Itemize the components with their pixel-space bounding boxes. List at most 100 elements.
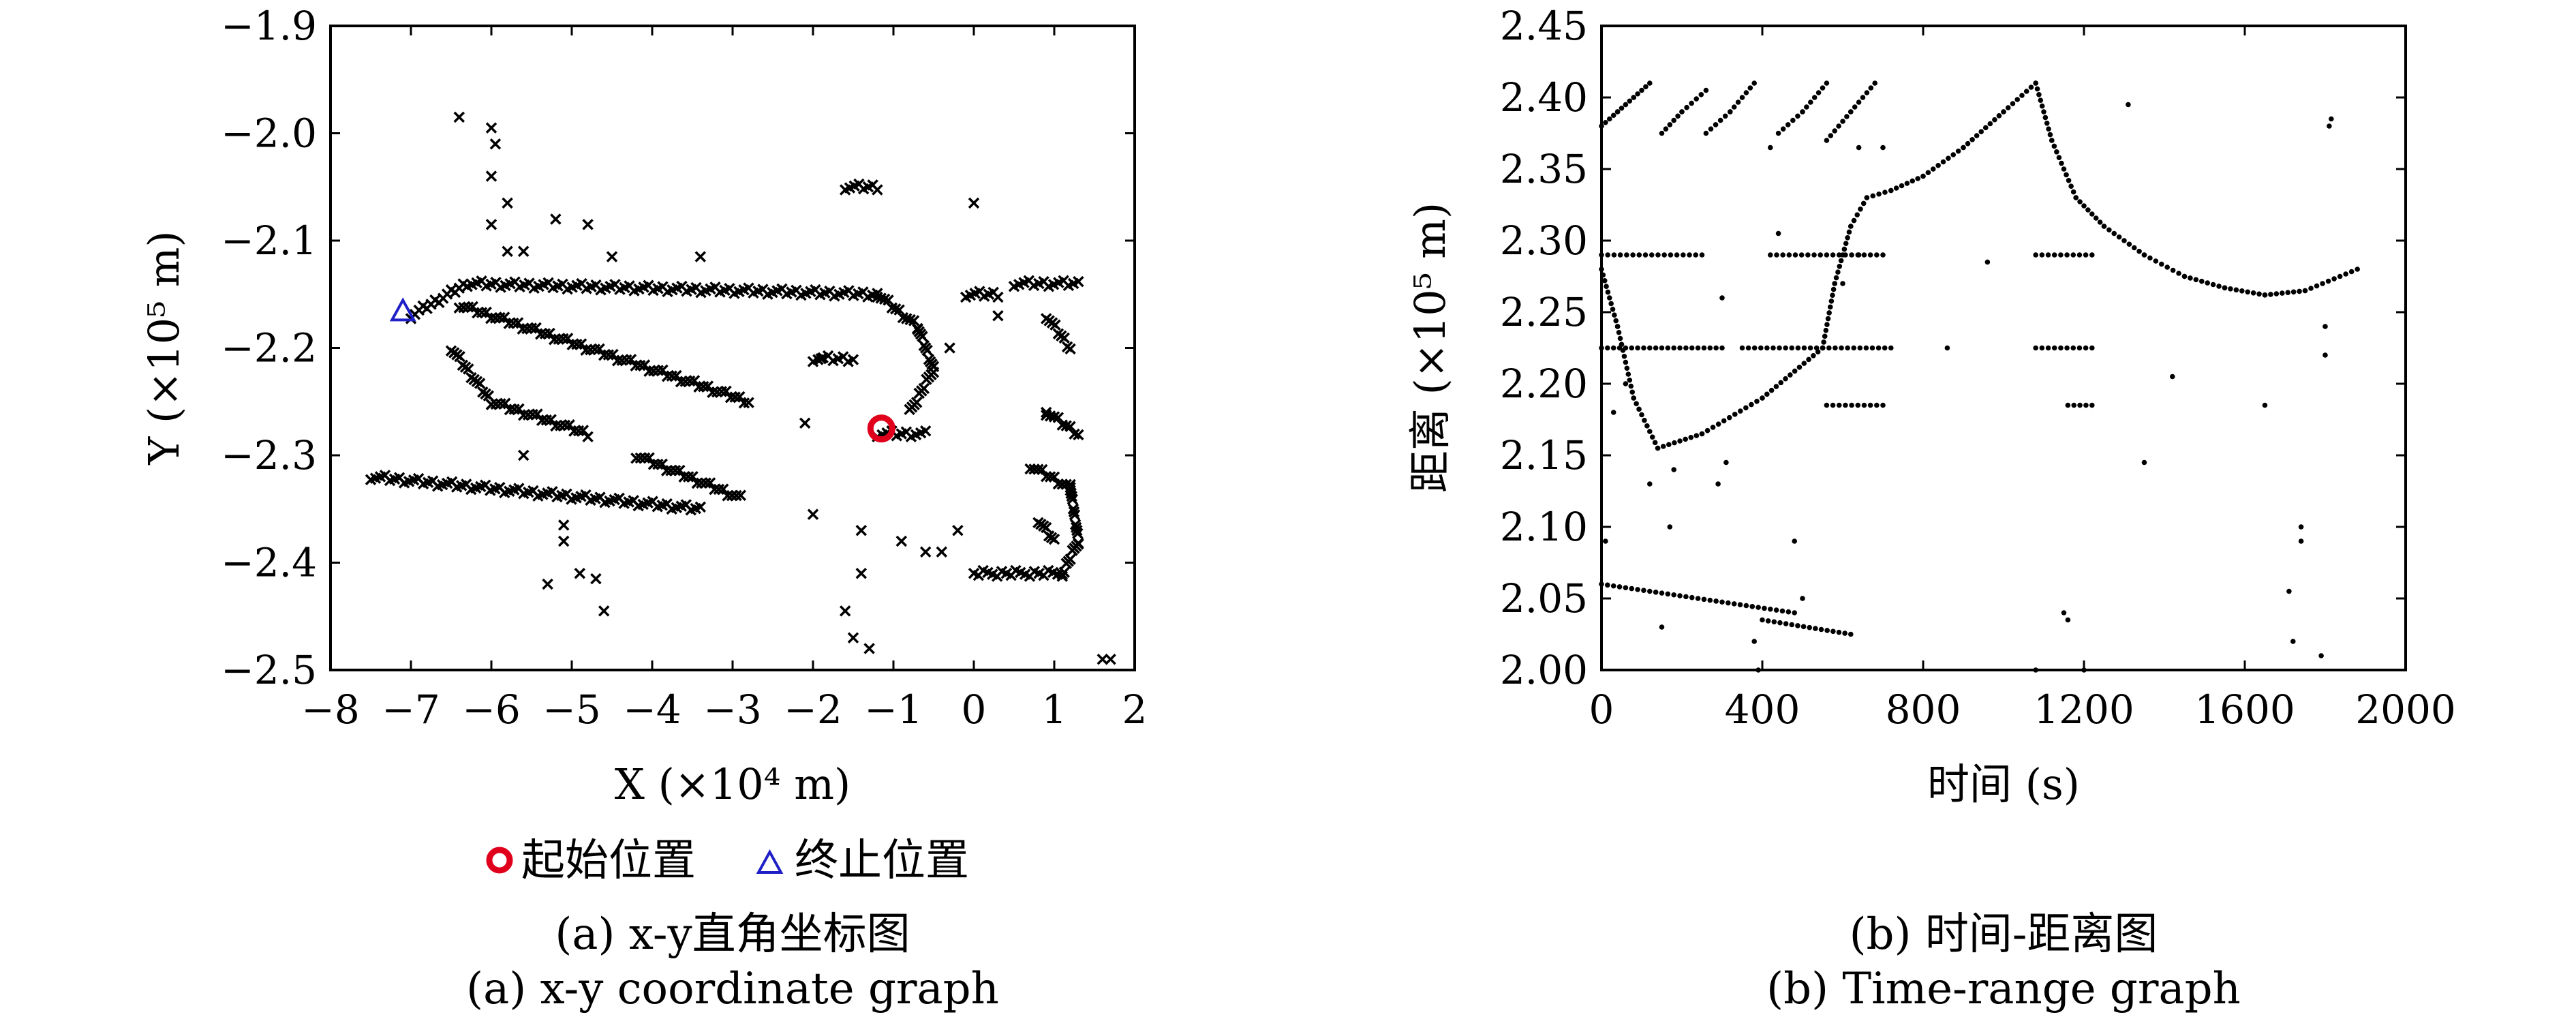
panel-a-point bbox=[1040, 406, 1052, 419]
panel-b-point bbox=[1848, 631, 1854, 637]
panel-b-point bbox=[1605, 345, 1610, 351]
panel-b-point bbox=[2093, 215, 2099, 221]
panel-b-point bbox=[1838, 258, 1844, 264]
panel-b-point bbox=[1599, 123, 1604, 129]
panel-a-point bbox=[968, 197, 980, 209]
panel-b-point bbox=[1634, 401, 1639, 406]
panel-b-point bbox=[1811, 252, 1817, 258]
panel-a-point bbox=[713, 483, 725, 496]
panel-b-point bbox=[2023, 89, 2029, 94]
panel-b-point bbox=[1647, 429, 1653, 434]
panel-b-point bbox=[1815, 90, 1822, 95]
panel-b-point bbox=[1621, 353, 1627, 359]
panel-b-point bbox=[1647, 345, 1653, 351]
panel-b-point bbox=[1605, 582, 1610, 588]
panel-b-point bbox=[1792, 610, 1797, 615]
panel-a-point bbox=[485, 170, 497, 182]
panel-b-point bbox=[1790, 117, 1796, 123]
panel-b-point bbox=[2181, 273, 2188, 279]
panel-a-ytick-label: −2.4 bbox=[221, 540, 317, 586]
panel-b-point bbox=[1623, 102, 1629, 108]
panel-b-point bbox=[2131, 245, 2137, 251]
panel-b-point bbox=[1659, 345, 1665, 351]
panel-b-point bbox=[1624, 365, 1630, 371]
panel-a-point bbox=[656, 458, 668, 470]
caption-b-zh: (b) 时间-距离图 bbox=[1850, 909, 2158, 960]
panel-b-ytick-label: 2.00 bbox=[1500, 647, 1588, 693]
panel-b-point bbox=[1653, 590, 1659, 595]
panel-b-xtick-label: 0 bbox=[1589, 686, 1614, 733]
panel-b-point bbox=[2343, 271, 2348, 277]
panel-a-point bbox=[575, 338, 587, 350]
panel-a-point bbox=[847, 632, 859, 643]
panel-a-point bbox=[682, 471, 694, 483]
panel-b-point bbox=[1739, 95, 1745, 100]
panel-a-xtick-label: −3 bbox=[703, 686, 762, 733]
panel-a-point bbox=[992, 310, 1004, 322]
panel-b-point bbox=[1974, 133, 1980, 138]
panel-b-point bbox=[1755, 667, 1761, 673]
panel-b-point bbox=[1777, 620, 1783, 626]
panel-a-xtick-label: 2 bbox=[1122, 686, 1148, 733]
panel-b-point bbox=[2033, 345, 2038, 351]
panel-b-point bbox=[2126, 102, 2131, 108]
panel-b-point bbox=[1869, 345, 1875, 351]
panel-b-point bbox=[1944, 345, 1950, 351]
panel-b-point bbox=[1950, 152, 1957, 157]
panel-a-point bbox=[709, 483, 720, 496]
panel-b-point bbox=[2322, 324, 2328, 329]
panel-b-point bbox=[1804, 104, 1809, 110]
panel-b-point bbox=[1639, 87, 1644, 93]
panel-b-point bbox=[1713, 345, 1719, 351]
panel-b-point bbox=[2297, 288, 2302, 294]
panel-b-point bbox=[1801, 361, 1807, 366]
panel-a-point bbox=[630, 453, 642, 464]
panel-b-point bbox=[1837, 264, 1843, 269]
panel-a-point bbox=[517, 449, 530, 461]
panel-b-point bbox=[1683, 594, 1689, 600]
panel-b-point bbox=[1982, 125, 1989, 131]
panel-b-point bbox=[1636, 252, 1642, 258]
panel-b-point bbox=[1635, 345, 1640, 351]
panel-b-point bbox=[1818, 252, 1824, 258]
panel-b-point bbox=[1643, 84, 1649, 90]
panel-b-point bbox=[2273, 291, 2280, 296]
panel-b-point bbox=[1726, 414, 1732, 421]
panel-b-point bbox=[2329, 116, 2334, 122]
panel-a-point bbox=[1067, 493, 1079, 505]
panel-b-point bbox=[1765, 618, 1771, 624]
panel-a-point bbox=[904, 314, 916, 326]
panel-b-point bbox=[1737, 602, 1743, 607]
panel-a-point bbox=[499, 397, 511, 409]
panel-b-point bbox=[1825, 316, 1831, 322]
panel-b-point bbox=[1689, 345, 1695, 351]
panel-b-point bbox=[1843, 252, 1848, 258]
panel-b-point bbox=[2245, 289, 2251, 295]
panel-b-point bbox=[1661, 252, 1667, 258]
panel-b-point bbox=[1703, 130, 1709, 136]
panel-b-point bbox=[1681, 252, 1686, 258]
panel-b-point bbox=[1671, 467, 1676, 472]
panel-b-point bbox=[1925, 170, 1931, 176]
panel-b-point bbox=[1841, 246, 1847, 252]
panel-b-point bbox=[1770, 345, 1776, 351]
panel-b-point bbox=[2065, 617, 2071, 623]
panel-b-point bbox=[2250, 290, 2256, 296]
panel-b-point bbox=[1701, 596, 1707, 603]
panel-b-point bbox=[1636, 406, 1642, 412]
panel-b-point bbox=[1992, 117, 1997, 123]
panel-b-point bbox=[2046, 126, 2051, 132]
panel-b-point bbox=[1800, 596, 1805, 601]
panel-b-point bbox=[1827, 304, 1833, 310]
panel-b-point bbox=[1627, 377, 1633, 383]
panel-a-point bbox=[625, 354, 637, 365]
panel-a-point bbox=[839, 605, 851, 617]
panel-b-point bbox=[1811, 95, 1818, 100]
panel-a-chart: −8 −7 −6 −5 −4 −3 −2 −1 0 1 2 −2.5 −2.4 −2.3 −2.2 −2.1 −… bbox=[139, 3, 1147, 1014]
panel-b-point bbox=[1996, 113, 2002, 119]
panel-b-point bbox=[1882, 189, 1888, 195]
panel-a-point bbox=[921, 344, 933, 356]
panel-b-point bbox=[1642, 417, 1647, 423]
panel-a-point bbox=[921, 374, 932, 385]
panel-a-point bbox=[847, 354, 859, 365]
